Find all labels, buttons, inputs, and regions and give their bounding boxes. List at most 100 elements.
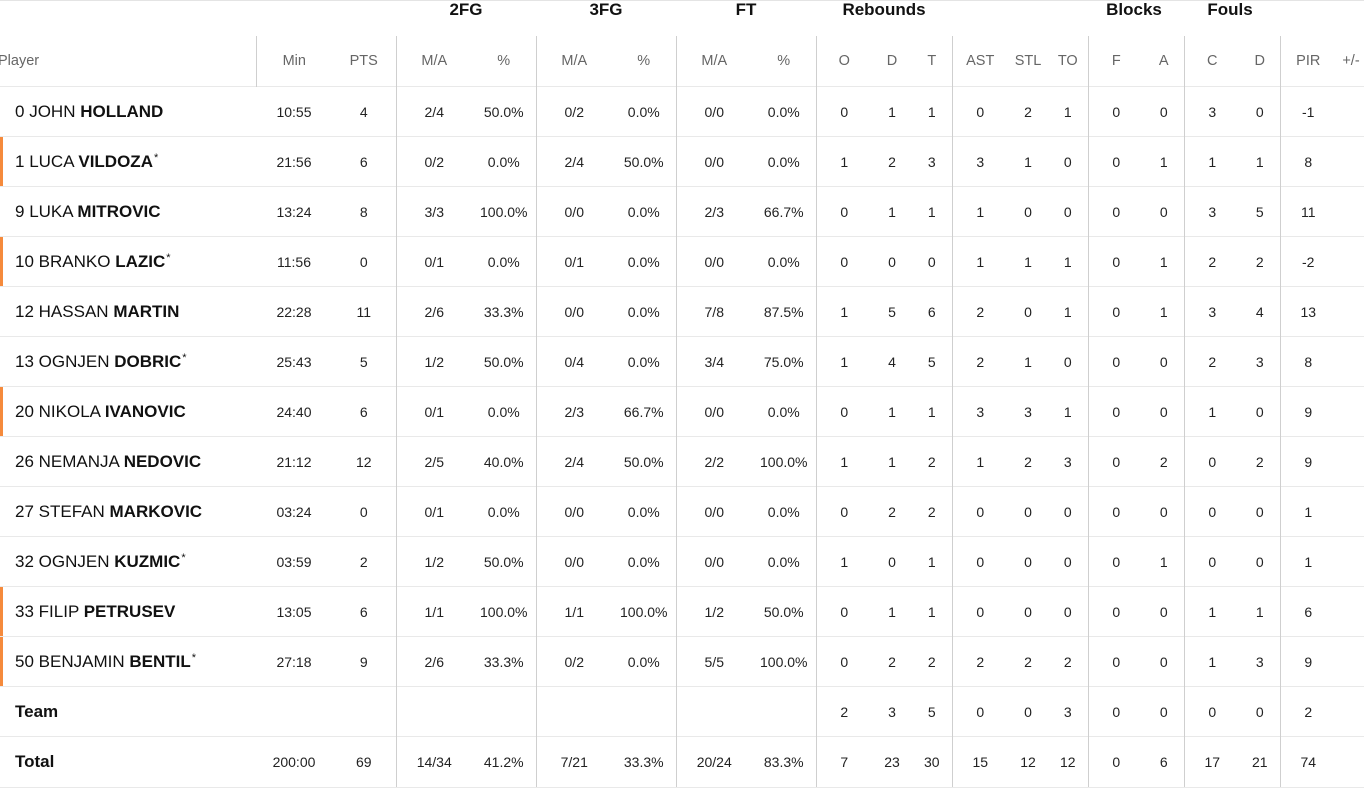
- player-last-name[interactable]: VILDOZA: [78, 151, 153, 171]
- col-header-2fg-pct[interactable]: %: [497, 53, 511, 69]
- cell-ft-pct: 83.3%: [752, 736, 816, 788]
- cell-pts: 6: [332, 386, 396, 437]
- player-name-cell[interactable]: 20 NIKOLA IVANOVIC: [0, 386, 256, 437]
- cell-reb-t: 5: [912, 686, 952, 737]
- cell-to: 0: [1048, 586, 1088, 637]
- cell-3fg-pct: 0.0%: [612, 86, 676, 137]
- cell-ast: 1: [951, 436, 1008, 487]
- cell-reb-d: 2: [872, 136, 912, 187]
- cell-min: 21:12: [256, 436, 332, 487]
- player-row[interactable]: 1 LUCA VILDOZA* 21:56 6 0/2 0.0% 2/4 50.0% 0/0 0…: [0, 136, 1364, 187]
- cell-ast: 1: [951, 236, 1008, 287]
- col-header-stl[interactable]: STL: [1014, 53, 1042, 69]
- player-row[interactable]: 10 BRANKO LAZIC* 11:56 0 0/1 0.0% 0/1 0.0% 0/0 0…: [0, 236, 1364, 287]
- cell-3fg-pct: 0.0%: [612, 536, 676, 587]
- player-row[interactable]: 33 FILIP PETRUSEV 13:05 6 1/1 100.0% 1/1 100.0…: [0, 586, 1364, 637]
- col-header-blk-a[interactable]: A: [1158, 53, 1169, 69]
- cell-reb-d: 2: [872, 486, 912, 537]
- col-header-reb-d[interactable]: D: [886, 53, 898, 69]
- player-row[interactable]: 9 LUKA MITROVIC 13:24 8 3/3 100.0% 0/0 0.0% 2/3…: [0, 186, 1364, 237]
- player-last-name[interactable]: MITROVIC: [77, 201, 161, 221]
- col-header-plus-minus[interactable]: +/-: [1342, 53, 1360, 69]
- player-number: 50: [15, 651, 34, 671]
- player-name-cell[interactable]: 9 LUKA MITROVIC: [0, 186, 256, 237]
- player-last-name[interactable]: MARTIN: [113, 301, 180, 321]
- player-name-cell[interactable]: 12 HASSAN MARTIN: [0, 286, 256, 337]
- player-row[interactable]: 32 OGNJEN KUZMIC* 03:59 2 1/2 50.0% 0/0 0.0% 0/…: [0, 536, 1364, 587]
- cell-2fg-ma: 2/5: [395, 436, 472, 487]
- col-header-foul-d[interactable]: D: [1254, 53, 1265, 69]
- cell-foul-d: 1: [1240, 586, 1280, 637]
- col-header-min[interactable]: Min: [255, 36, 332, 87]
- cell-2fg-pct: 33.3%: [472, 286, 536, 337]
- cell-foul-c: 1: [1183, 136, 1240, 187]
- cell-3fg-ma: 2/4: [535, 136, 612, 187]
- cell-reb-t: 1: [912, 86, 952, 137]
- player-last-name[interactable]: PETRUSEV: [83, 601, 176, 621]
- col-header-to[interactable]: TO: [1057, 53, 1078, 69]
- player-name-cell[interactable]: 33 FILIP PETRUSEV: [0, 586, 256, 637]
- col-header-ft-ma[interactable]: M/A: [675, 36, 752, 87]
- player-last-name[interactable]: KUZMIC: [114, 551, 181, 571]
- cell-2fg-ma: 1/2: [395, 536, 472, 587]
- cell-pts: 12: [332, 436, 396, 487]
- cell-2fg-pct: 41.2%: [472, 736, 536, 788]
- player-row[interactable]: 26 NEMANJA NEDOVIC 21:12 12 2/5 40.0% 2/4 50.0…: [0, 436, 1364, 487]
- player-last-name[interactable]: LAZIC: [115, 251, 166, 271]
- cell-3fg-pct: [612, 686, 676, 737]
- player-name-cell[interactable]: 10 BRANKO LAZIC*: [0, 236, 256, 287]
- col-header-3fg-ma[interactable]: M/A: [535, 36, 612, 87]
- player-number: 32: [15, 551, 34, 571]
- cell-pir: 8: [1279, 336, 1336, 387]
- col-header-ft-pct[interactable]: %: [777, 53, 791, 69]
- player-name-cell[interactable]: 0 JOHN HOLLAND: [0, 86, 256, 137]
- cell-foul-d: 3: [1240, 336, 1280, 387]
- player-name-cell[interactable]: 13 OGNJEN DOBRIC*: [0, 336, 256, 387]
- player-row[interactable]: 50 BENJAMIN BENTIL* 27:18 9 2/6 33.3% 0/2 0.0%…: [0, 636, 1364, 687]
- cell-min: 13:24: [256, 186, 332, 237]
- col-header-foul-c[interactable]: C: [1183, 36, 1240, 87]
- cell-blk-a: 0: [1144, 336, 1184, 387]
- player-number: 27: [15, 501, 34, 521]
- cell-ast: 15: [951, 736, 1008, 788]
- player-last-name[interactable]: BENTIL: [129, 651, 191, 671]
- player-row[interactable]: 13 OGNJEN DOBRIC* 25:43 5 1/2 50.0% 0/4 0.0% 3/…: [0, 336, 1364, 387]
- group-header-blocks: Blocks: [1106, 0, 1162, 19]
- group-header-fouls: Fouls: [1207, 0, 1253, 19]
- cell-reb-t: 0: [912, 236, 952, 287]
- col-header-blk-f[interactable]: F: [1087, 36, 1144, 87]
- cell-foul-d: 0: [1240, 536, 1280, 587]
- cell-ft-ma: 0/0: [675, 536, 752, 587]
- player-row[interactable]: 20 NIKOLA IVANOVIC 24:40 6 0/1 0.0% 2/3 66.7% 0…: [0, 386, 1364, 437]
- col-header-ast[interactable]: AST: [951, 36, 1008, 87]
- player-name-cell[interactable]: 50 BENJAMIN BENTIL*: [0, 636, 256, 687]
- col-header-2fg-ma[interactable]: M/A: [395, 36, 472, 87]
- col-header-player[interactable]: Player: [0, 53, 40, 69]
- player-row[interactable]: 0 JOHN HOLLAND 10:55 4 2/4 50.0% 0/2 0.0% 0/0 0.…: [0, 86, 1364, 137]
- player-name-cell[interactable]: 32 OGNJEN KUZMIC*: [0, 536, 256, 587]
- player-name-cell[interactable]: 1 LUCA VILDOZA*: [0, 136, 256, 187]
- player-name-cell[interactable]: 27 STEFAN MARKOVIC: [0, 486, 256, 537]
- player-name-cell[interactable]: 26 NEMANJA NEDOVIC: [0, 436, 256, 487]
- player-last-name[interactable]: IVANOVIC: [104, 401, 186, 421]
- cell-plus-minus: [1336, 586, 1364, 637]
- player-row[interactable]: 27 STEFAN MARKOVIC 03:24 0 0/1 0.0% 0/0 0.0% 0/…: [0, 486, 1364, 537]
- player-last-name[interactable]: DOBRIC: [114, 351, 182, 371]
- cell-pir: 74: [1279, 736, 1336, 788]
- player-first-name: NIKOLA: [38, 401, 101, 421]
- cell-pir: 9: [1279, 386, 1336, 437]
- player-last-name[interactable]: MARKOVIC: [109, 501, 203, 521]
- cell-3fg-pct: 0.0%: [612, 636, 676, 687]
- group-header-2fg: 2FG: [449, 0, 483, 19]
- cell-ft-ma: 3/4: [675, 336, 752, 387]
- player-last-name[interactable]: NEDOVIC: [123, 451, 202, 471]
- player-last-name[interactable]: HOLLAND: [80, 101, 164, 121]
- col-header-pts[interactable]: PTS: [349, 53, 378, 69]
- group-header-3fg: 3FG: [589, 0, 623, 19]
- player-row[interactable]: 12 HASSAN MARTIN 22:28 11 2/6 33.3% 0/0 0.0% 7/…: [0, 286, 1364, 337]
- col-header-3fg-pct[interactable]: %: [637, 53, 651, 69]
- cell-plus-minus: [1336, 286, 1364, 337]
- col-header-reb-o[interactable]: O: [815, 36, 872, 87]
- col-header-pir[interactable]: PIR: [1279, 36, 1336, 87]
- col-header-reb-t[interactable]: T: [927, 53, 937, 69]
